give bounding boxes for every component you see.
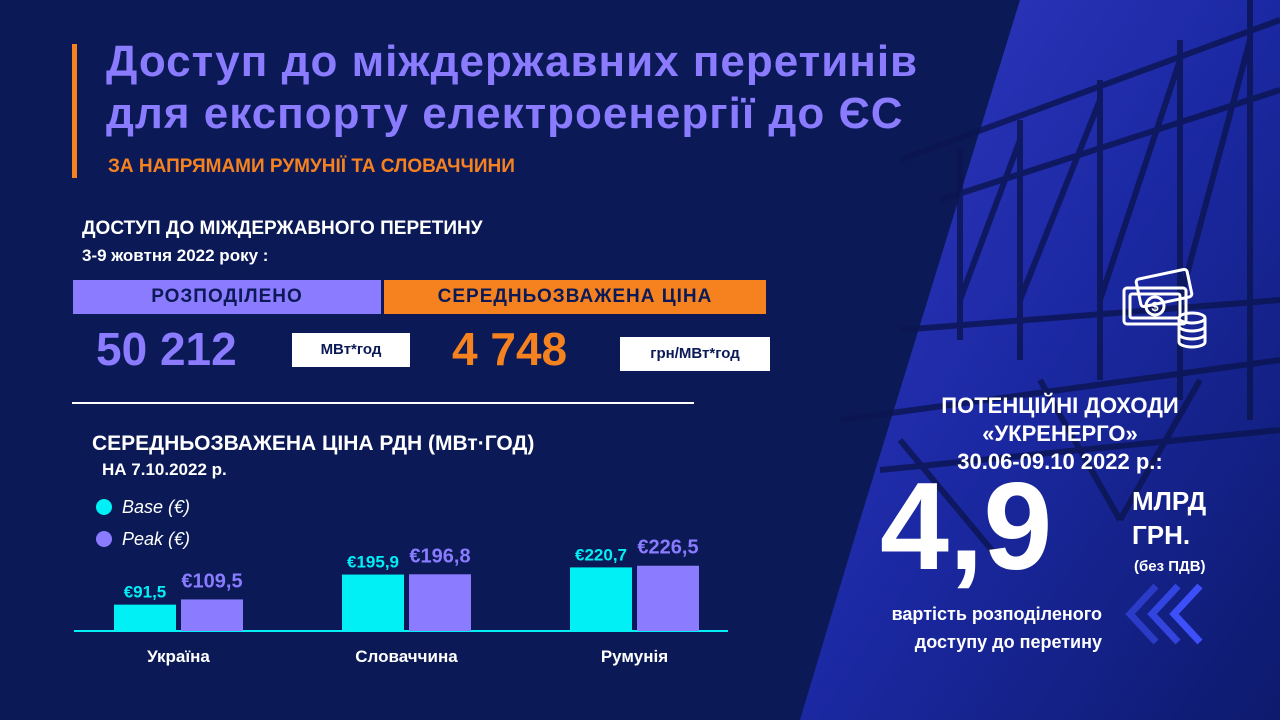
page-subtitle: ЗА НАПРЯМАМИ РУМУНІЇ ТА СЛОВАЧЧИНИ bbox=[108, 156, 515, 177]
weighted-price-value: 4 748 bbox=[452, 323, 568, 375]
income-caption-line-2: доступу до перетину bbox=[914, 632, 1102, 652]
income-unit-line-2: ГРН. bbox=[1132, 520, 1191, 550]
bar-base-1 bbox=[342, 574, 404, 631]
page-title: Доступ до міждержавних перетинів для екс… bbox=[106, 36, 1066, 140]
legend-base-swatch bbox=[96, 499, 112, 515]
access-period: 3-9 жовтня 2022 року : bbox=[82, 246, 269, 265]
access-heading: ДОСТУП ДО МІЖДЕРЖАВНОГО ПЕРЕТИНУ bbox=[82, 218, 483, 239]
allocated-label: РОЗПОДІЛЕНО bbox=[73, 280, 381, 314]
data-label-base-2: €220,7 bbox=[575, 545, 627, 564]
weighted-price-label: СЕРЕДНЬОЗВАЖЕНА ЦІНА bbox=[384, 280, 766, 314]
income-heading: ПОТЕНЦІЙНІ ДОХОДИ «УКРЕНЕРГО» 30.06-09.1… bbox=[880, 392, 1240, 476]
title-accent-bar bbox=[72, 44, 77, 178]
legend-base: Base (€) bbox=[96, 497, 190, 518]
income-unit-line-1: МЛРД bbox=[1132, 486, 1207, 516]
data-label-base-0: €91,5 bbox=[124, 583, 167, 602]
weighted-price-unit: грн/МВт*год bbox=[620, 337, 770, 371]
data-label-peak-1: €196,8 bbox=[409, 545, 470, 567]
data-label-base-1: €195,9 bbox=[347, 553, 399, 572]
income-heading-line-3: 30.06-09.10 2022 р.: bbox=[957, 449, 1163, 474]
chart-subtitle: НА 7.10.2022 р. bbox=[102, 460, 227, 479]
bar-base-2 bbox=[570, 567, 632, 631]
legend-peak-swatch bbox=[96, 531, 112, 547]
income-caption: вартість розподіленого доступу до перети… bbox=[852, 600, 1102, 656]
svg-text:$: $ bbox=[1151, 299, 1159, 314]
allocated-unit: МВт*год bbox=[292, 333, 410, 367]
chart-title: СЕРЕДНЬОЗВАЖЕНА ЦІНА РДН (МВт·ГОД) bbox=[92, 432, 535, 455]
legend-peak: Peak (€) bbox=[96, 529, 190, 550]
money-coins-icon: $ bbox=[1122, 268, 1207, 349]
legend-base-label: Base (€) bbox=[122, 497, 191, 517]
bar-peak-0 bbox=[181, 599, 243, 631]
allocated-value: 50 212 bbox=[96, 323, 237, 375]
income-caption-line-1: вартість розподіленого bbox=[891, 604, 1102, 624]
bar-peak-1 bbox=[409, 574, 471, 631]
bar-peak-2 bbox=[637, 565, 699, 631]
category-label-1: Словаччина bbox=[355, 647, 458, 666]
income-value: 4,9 bbox=[880, 458, 1053, 596]
vat-note: (без ПДВ) bbox=[1134, 558, 1206, 575]
section-divider bbox=[72, 402, 694, 404]
title-line-2: для експорту електроенергії до ЄС bbox=[106, 89, 904, 138]
bar-base-0 bbox=[114, 604, 176, 631]
chevrons-left-icon bbox=[1125, 583, 1203, 645]
income-heading-line-2: «УКРЕНЕРГО» bbox=[982, 421, 1138, 446]
category-label-2: Румунія bbox=[601, 647, 668, 666]
legend-peak-label: Peak (€) bbox=[122, 529, 191, 549]
data-label-peak-2: €226,5 bbox=[637, 537, 698, 559]
title-line-1: Доступ до міждержавних перетинів bbox=[106, 37, 919, 86]
income-unit: МЛРД ГРН. bbox=[1132, 484, 1206, 552]
data-label-peak-0: €109,5 bbox=[181, 570, 242, 592]
income-heading-line-1: ПОТЕНЦІЙНІ ДОХОДИ bbox=[941, 393, 1179, 418]
category-label-0: Україна bbox=[147, 647, 210, 666]
